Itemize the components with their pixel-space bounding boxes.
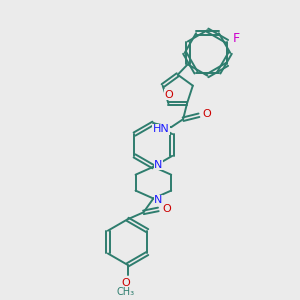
Text: N: N bbox=[154, 196, 163, 206]
Text: O: O bbox=[164, 89, 173, 100]
Text: CH₃: CH₃ bbox=[117, 286, 135, 297]
Text: O: O bbox=[121, 278, 130, 288]
Text: O: O bbox=[202, 109, 211, 119]
Text: N: N bbox=[154, 160, 163, 170]
Text: O: O bbox=[162, 204, 171, 214]
Text: F: F bbox=[232, 32, 240, 45]
Text: HN: HN bbox=[153, 124, 170, 134]
